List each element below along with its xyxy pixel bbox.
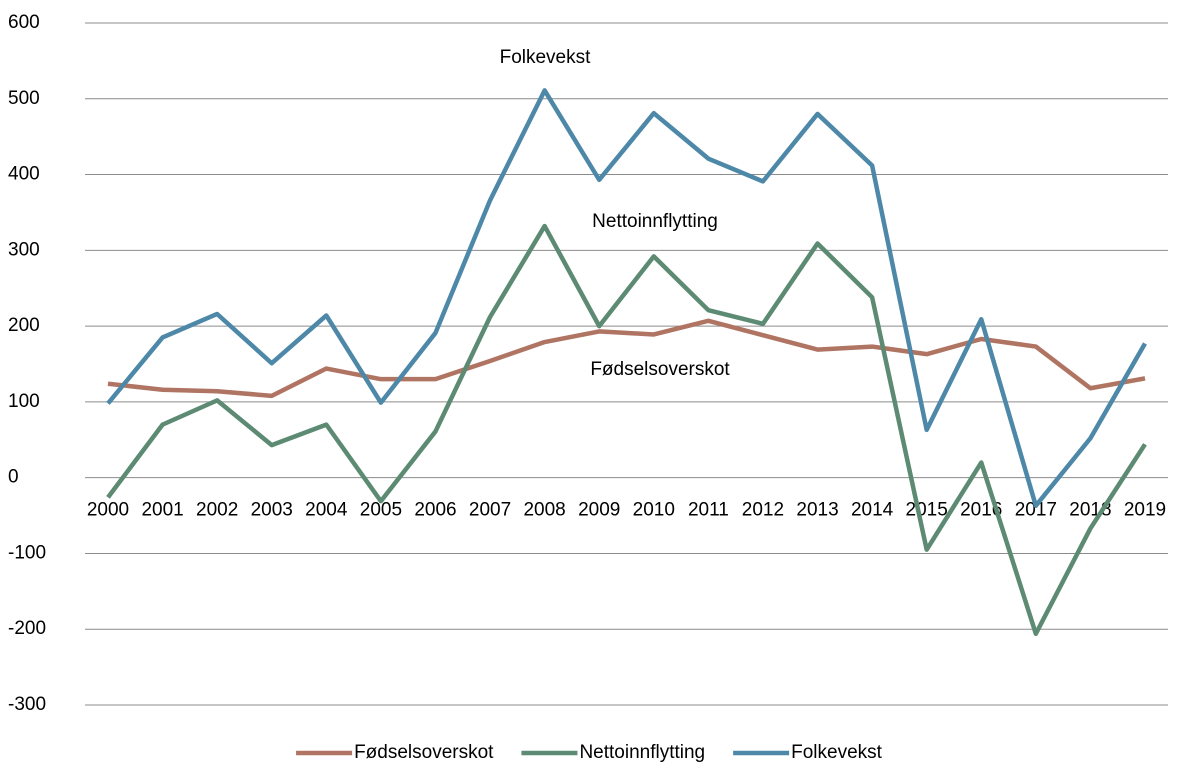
y-tick-label: -300: [8, 694, 46, 715]
annotation: Folkevekst: [500, 47, 592, 68]
y-tick-label: 100: [8, 391, 40, 412]
legend-label: Fødselsoverskot: [354, 742, 494, 763]
x-tick-label: 2001: [141, 500, 183, 521]
x-tick-label: 2011: [688, 500, 729, 521]
x-tick-label: 2000: [87, 500, 129, 521]
legend-label: Folkevekst: [791, 742, 883, 763]
y-tick-label: 300: [8, 239, 40, 260]
x-tick-label: 2008: [523, 500, 565, 521]
x-tick-label: 2019: [1124, 500, 1166, 521]
y-tick-label: -200: [8, 618, 46, 639]
x-tick-label: 2016: [960, 500, 1002, 521]
x-tick-label: 2003: [251, 500, 293, 521]
y-tick-label: 600: [8, 12, 40, 33]
x-tick-label: 2005: [360, 500, 402, 521]
x-tick-label: 2004: [305, 500, 348, 521]
series-line: [106, 223, 1147, 637]
x-tick-label: 2009: [578, 500, 620, 521]
series-line: [106, 88, 1147, 508]
x-tick-label: 2006: [414, 500, 456, 521]
annotation: Fødselsoverskot: [590, 359, 730, 380]
y-tick-label: 200: [8, 315, 40, 336]
x-tick-label: 2007: [469, 500, 511, 521]
x-tick-label: 2017: [1015, 500, 1057, 521]
y-tick-label: 0: [8, 467, 19, 488]
x-tick-label: 2013: [796, 500, 838, 521]
annotation: Nettoinnflytting: [592, 211, 718, 232]
legend-label: Nettoinnflytting: [579, 742, 705, 763]
y-tick-label: -100: [8, 542, 46, 563]
x-tick-label: 2010: [633, 500, 675, 521]
x-tick-label: 2014: [851, 500, 894, 521]
y-tick-label: 500: [8, 88, 40, 109]
y-tick-label: 400: [8, 164, 40, 185]
x-tick-label: 2002: [196, 500, 238, 521]
x-tick-label: 2012: [742, 500, 784, 521]
x-tick-label: 2015: [906, 500, 948, 521]
